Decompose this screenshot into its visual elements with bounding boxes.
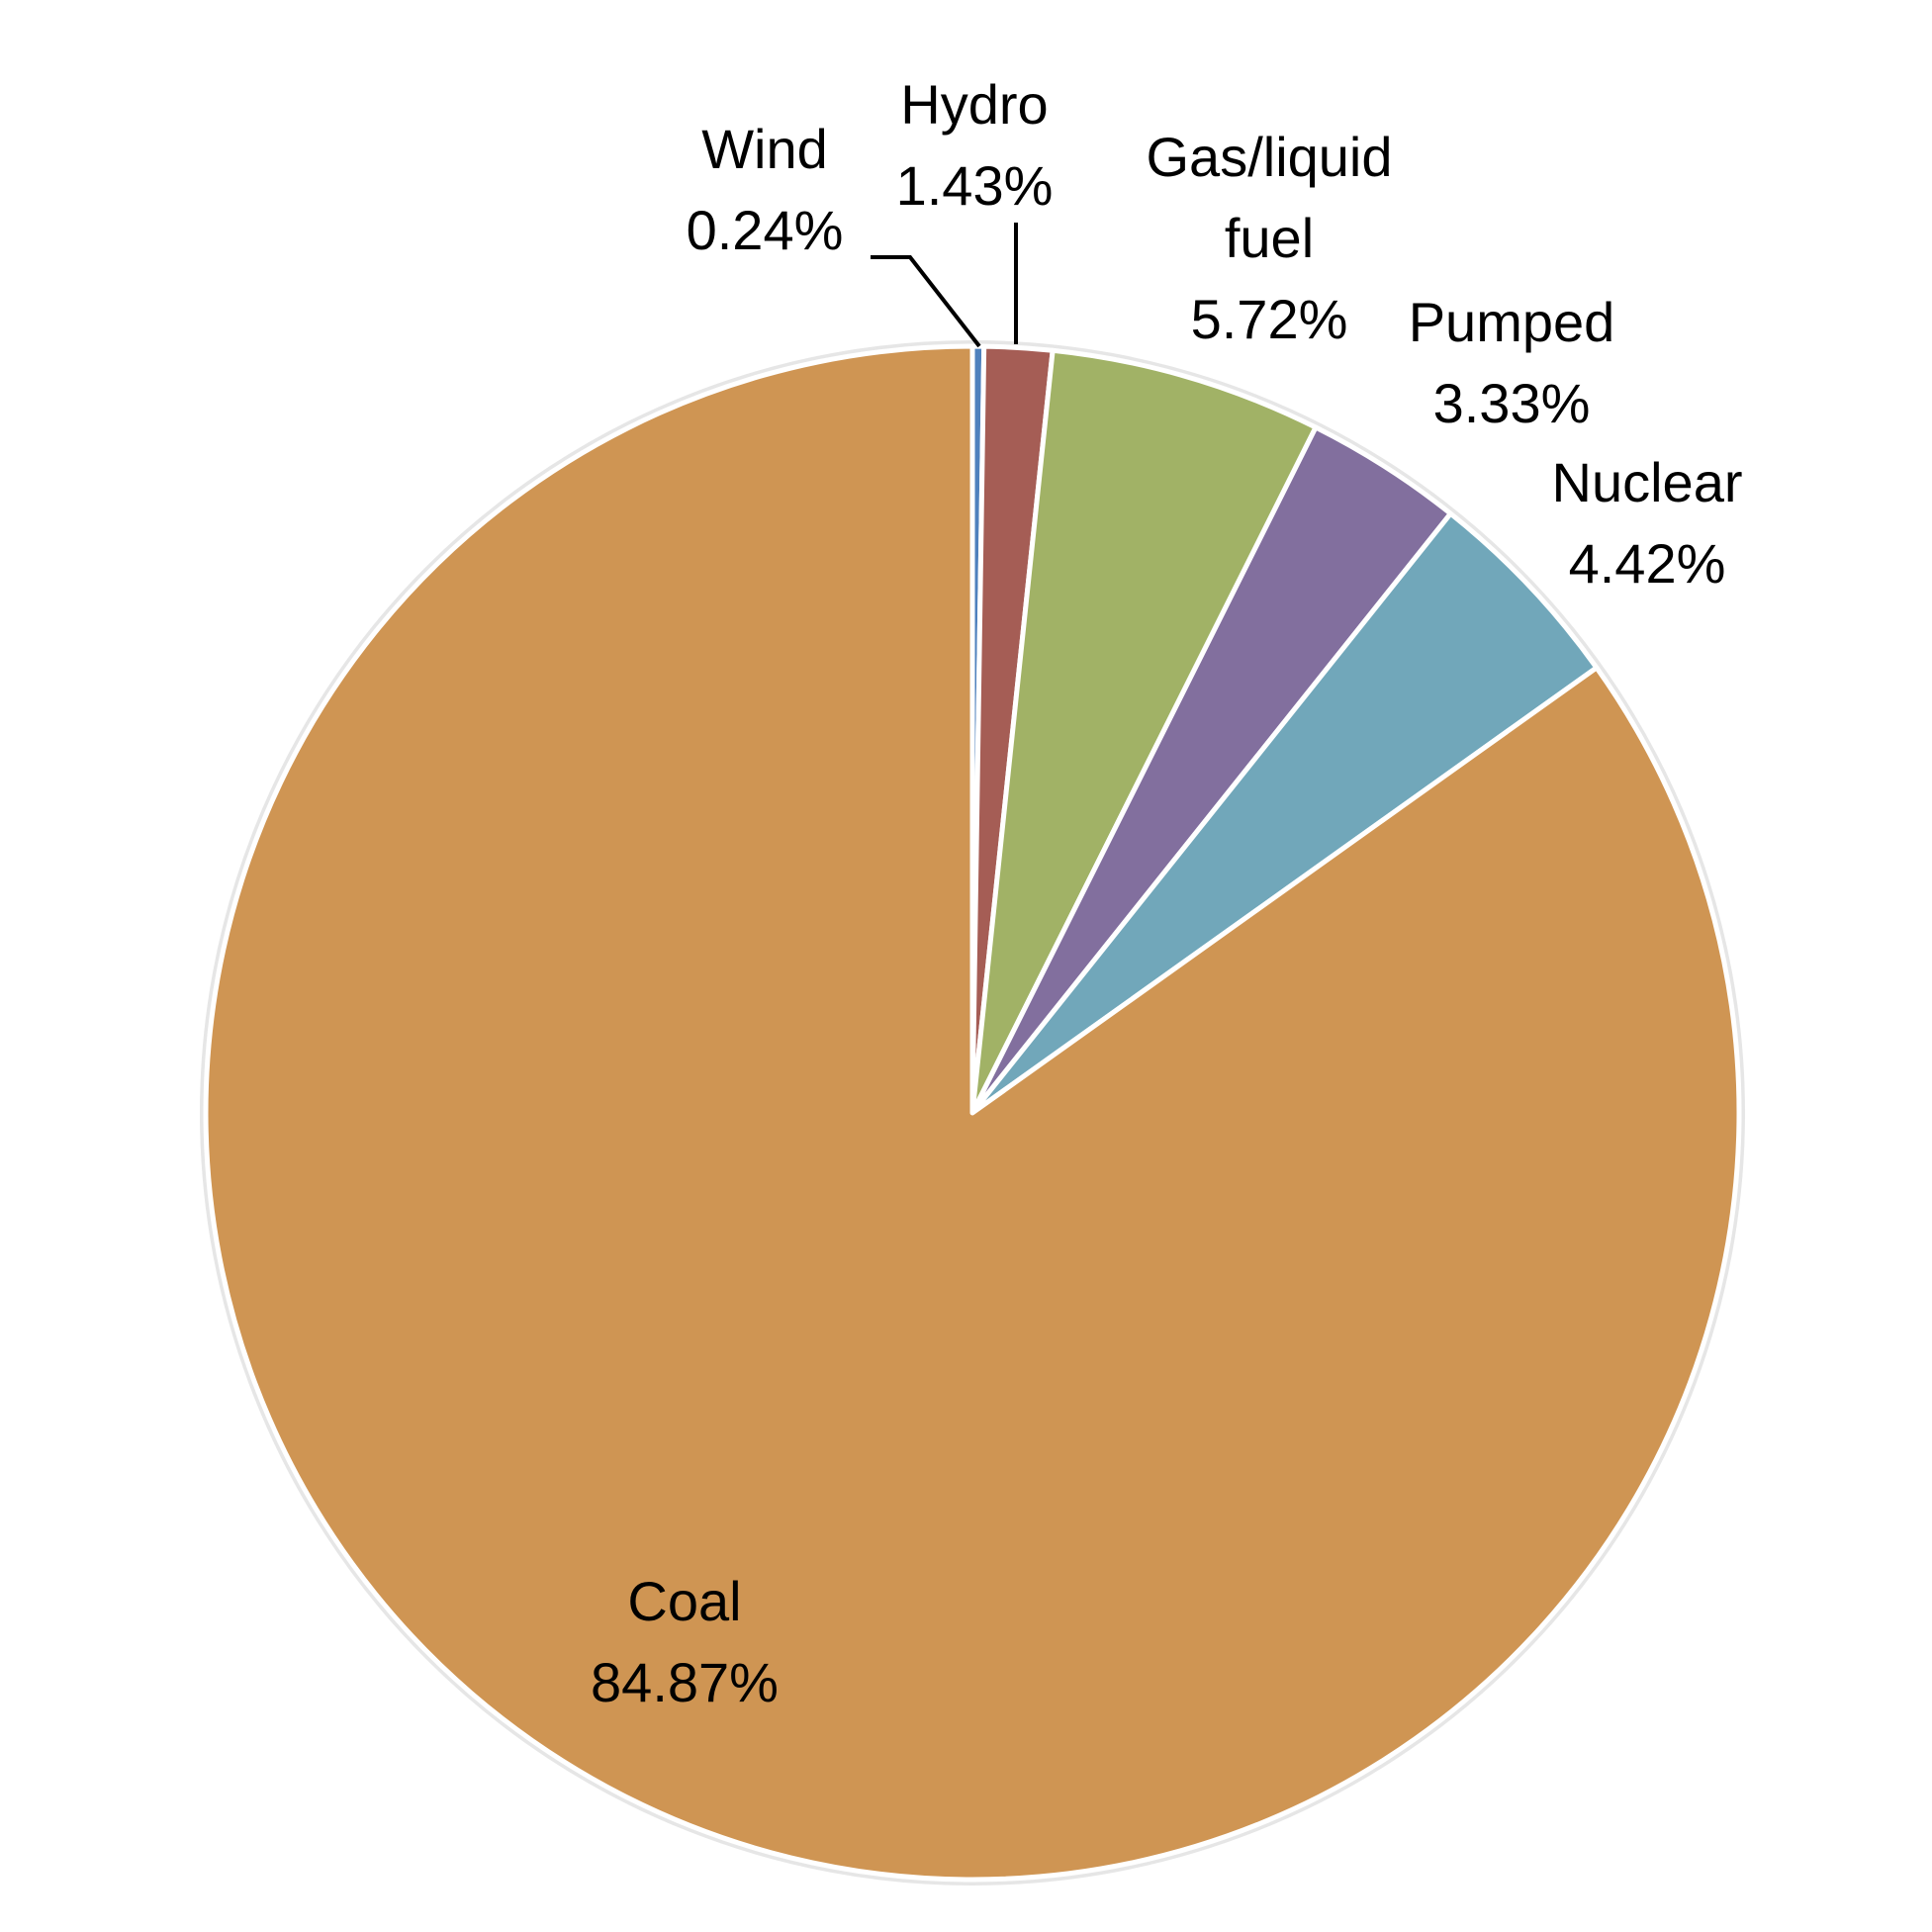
data-label-category: Coal (627, 1570, 741, 1632)
data-label-category: fuel (1225, 207, 1314, 269)
data-labels: Wind 0.24% Hydro 1.43% Gas/liquid fuel 5.72% Pu… (591, 73, 1742, 1713)
data-label-value: 3.33% (1433, 372, 1591, 434)
leader-line-wind (871, 255, 981, 348)
data-label-category: Pumped (1409, 291, 1615, 353)
data-label-value: 4.42% (1569, 532, 1726, 595)
pie-slice-nuclear (969, 510, 1600, 1116)
data-label-value: 1.43% (896, 154, 1054, 217)
data-label-value: 5.72% (1191, 288, 1348, 350)
leader-lines (871, 223, 1018, 348)
pie-slices (203, 343, 1742, 1883)
pie-slice-gas-liquid-fuel (969, 347, 1319, 1116)
data-label-gas-liquid-fuel: Gas/liquid fuel 5.72% (1146, 126, 1392, 350)
data-label-pumped: Pumped 3.33% (1409, 291, 1615, 434)
data-label-value: 0.24% (687, 199, 844, 261)
data-label-wind: Wind 0.24% (687, 118, 844, 261)
data-label-category: Wind (701, 118, 828, 180)
data-label-hydro: Hydro 1.43% (896, 73, 1054, 217)
pie-rim (200, 340, 1745, 1886)
data-label-category: Gas/liquid (1146, 126, 1392, 188)
data-label-category: Nuclear (1552, 451, 1743, 513)
data-label-coal: Coal 84.87% (591, 1570, 779, 1713)
pie-slice-coal (203, 343, 1742, 1883)
data-label-value: 84.87% (591, 1651, 779, 1713)
data-label-nuclear: Nuclear 4.42% (1552, 451, 1743, 595)
data-label-category: Hydro (900, 73, 1048, 136)
